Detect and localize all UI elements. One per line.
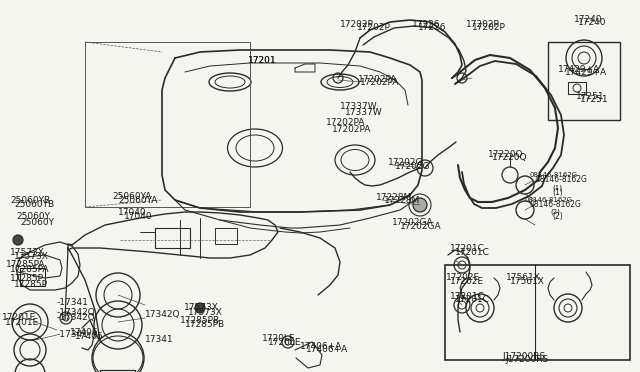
Text: 17201C: 17201C [455, 248, 490, 257]
Text: 17406: 17406 [70, 328, 99, 337]
Text: 17040: 17040 [118, 208, 147, 217]
Text: 17201E: 17201E [2, 313, 36, 322]
Text: 17337W: 17337W [345, 108, 383, 117]
Text: 08146-8162G: 08146-8162G [536, 175, 588, 184]
Text: 17251: 17251 [576, 92, 605, 101]
Text: 17202E: 17202E [450, 277, 484, 286]
Text: 08146-8162G: 08146-8162G [530, 172, 578, 178]
Text: 17228M: 17228M [376, 193, 412, 202]
Circle shape [13, 235, 23, 245]
Text: 17406+A: 17406+A [306, 345, 348, 354]
Text: J17200RS: J17200RS [502, 352, 545, 361]
Text: 17251: 17251 [580, 95, 609, 104]
Text: (2): (2) [550, 208, 560, 215]
Text: 17285P: 17285P [10, 274, 44, 283]
Bar [548, 42, 620, 120]
Text: 17337W: 17337W [340, 102, 378, 111]
Text: 17202P: 17202P [466, 20, 500, 29]
Text: 25060YA: 25060YA [112, 192, 152, 201]
Bar [20, 268, 45, 286]
Text: 17202GA: 17202GA [400, 222, 442, 231]
Text: 17202G: 17202G [395, 162, 431, 171]
Text: 17202PA: 17202PA [360, 78, 399, 87]
Text: 17201: 17201 [248, 56, 276, 65]
Text: 17561X: 17561X [506, 273, 541, 282]
Text: 1720LE: 1720LE [268, 338, 301, 347]
Text: 17240: 17240 [578, 18, 607, 27]
Text: -17341: -17341 [57, 298, 89, 307]
Text: 17202PA: 17202PA [326, 118, 365, 127]
Text: 17228M: 17228M [384, 196, 420, 205]
Text: 17202P: 17202P [472, 23, 506, 32]
Text: 17573X: 17573X [184, 303, 219, 312]
Text: -17342Q: -17342Q [57, 313, 96, 322]
Text: 17226: 17226 [418, 23, 447, 32]
Text: 17573X: 17573X [188, 308, 223, 317]
Text: 17240: 17240 [574, 15, 602, 24]
Circle shape [413, 198, 427, 212]
Text: 17202GA: 17202GA [392, 218, 434, 227]
Text: 17201C: 17201C [455, 295, 490, 304]
Text: J17200RS: J17200RS [505, 355, 548, 364]
Text: 17429+A: 17429+A [565, 68, 607, 77]
Text: 25060Y: 25060Y [20, 218, 54, 227]
Bar [445, 265, 630, 360]
Text: 17573X: 17573X [14, 252, 49, 261]
Text: -17342Q: -17342Q [57, 308, 96, 317]
Text: 17285PB: 17285PB [180, 316, 220, 325]
Text: 1720LE: 1720LE [262, 334, 296, 343]
Text: 17202PA: 17202PA [332, 125, 371, 134]
Text: 17285P: 17285P [14, 280, 48, 289]
Text: (1): (1) [552, 188, 563, 197]
Text: 25060YA: 25060YA [118, 196, 157, 205]
Text: (1): (1) [552, 184, 562, 190]
Text: 17040: 17040 [124, 212, 152, 221]
Text: -17341: -17341 [57, 330, 89, 339]
Text: 17202PA: 17202PA [358, 75, 397, 84]
Bar [155, 228, 190, 248]
Bar [568, 82, 586, 94]
Bar [215, 228, 237, 244]
Text: 17220Q: 17220Q [488, 150, 524, 159]
Text: 17342Q: 17342Q [145, 310, 180, 319]
Text: 17201C: 17201C [450, 292, 485, 301]
Text: (2): (2) [552, 212, 563, 221]
Circle shape [195, 303, 205, 313]
Text: 17202P: 17202P [357, 23, 391, 32]
Bar [85, 42, 250, 207]
Text: 17285PA: 17285PA [10, 265, 49, 274]
Text: 17573X: 17573X [10, 248, 45, 257]
Text: 17561X: 17561X [510, 277, 545, 286]
Text: 17220Q: 17220Q [492, 153, 527, 162]
Text: 17201E: 17201E [5, 318, 39, 327]
Text: 08146-8162G: 08146-8162G [530, 200, 582, 209]
Text: 17429+A: 17429+A [558, 65, 600, 74]
Text: 17285PB: 17285PB [185, 320, 225, 329]
Text: 25060YB: 25060YB [14, 200, 54, 209]
Text: 17201: 17201 [248, 56, 276, 65]
Text: 17341: 17341 [145, 335, 173, 344]
Text: 17285PA: 17285PA [6, 260, 45, 269]
Text: 17202E: 17202E [446, 273, 480, 282]
Text: 25060YB: 25060YB [10, 196, 50, 205]
Text: 08146-8162G: 08146-8162G [525, 197, 573, 203]
Text: 17406+A: 17406+A [300, 342, 342, 351]
Text: 17226: 17226 [412, 20, 440, 29]
Text: 17201C: 17201C [450, 244, 485, 253]
Text: 17406: 17406 [75, 332, 104, 341]
Text: 25060Y: 25060Y [16, 212, 50, 221]
Text: 17202G: 17202G [388, 158, 424, 167]
Text: 17202P: 17202P [340, 20, 374, 29]
